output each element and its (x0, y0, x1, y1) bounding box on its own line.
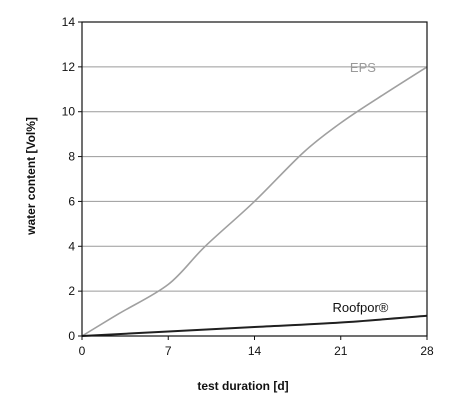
series-label-roofpor: Roofpor® (333, 300, 389, 315)
x-tick-label: 7 (165, 344, 172, 358)
y-tick-label: 2 (68, 284, 75, 298)
y-tick-label: 14 (62, 15, 76, 29)
x-tick-label: 0 (79, 344, 86, 358)
axes (78, 21, 428, 340)
y-tick-label: 10 (62, 105, 76, 119)
series-label-eps: EPS (350, 60, 376, 75)
y-tick-label: 12 (62, 60, 76, 74)
y-tick-label: 6 (68, 194, 75, 208)
series-lines (81, 66, 428, 337)
x-tick-label: 28 (420, 344, 434, 358)
x-tick-label: 14 (248, 344, 262, 358)
y-axis-label: water content [Vol%] (24, 117, 38, 236)
tick-labels: 0 2 4 6 8 10 12 14 0 7 14 21 28 (62, 15, 434, 358)
x-axis-label: test duration [d] (197, 379, 288, 393)
plot-frame (81, 21, 428, 337)
y-tick-label: 8 (68, 150, 75, 164)
series-line-roofpor (81, 314, 428, 337)
series-line-eps (81, 66, 428, 337)
x-tick-label: 21 (334, 344, 348, 358)
series-labels: EPS Roofpor® (333, 60, 389, 315)
y-tick-label: 4 (68, 239, 75, 253)
y-tick-label: 0 (68, 329, 75, 343)
